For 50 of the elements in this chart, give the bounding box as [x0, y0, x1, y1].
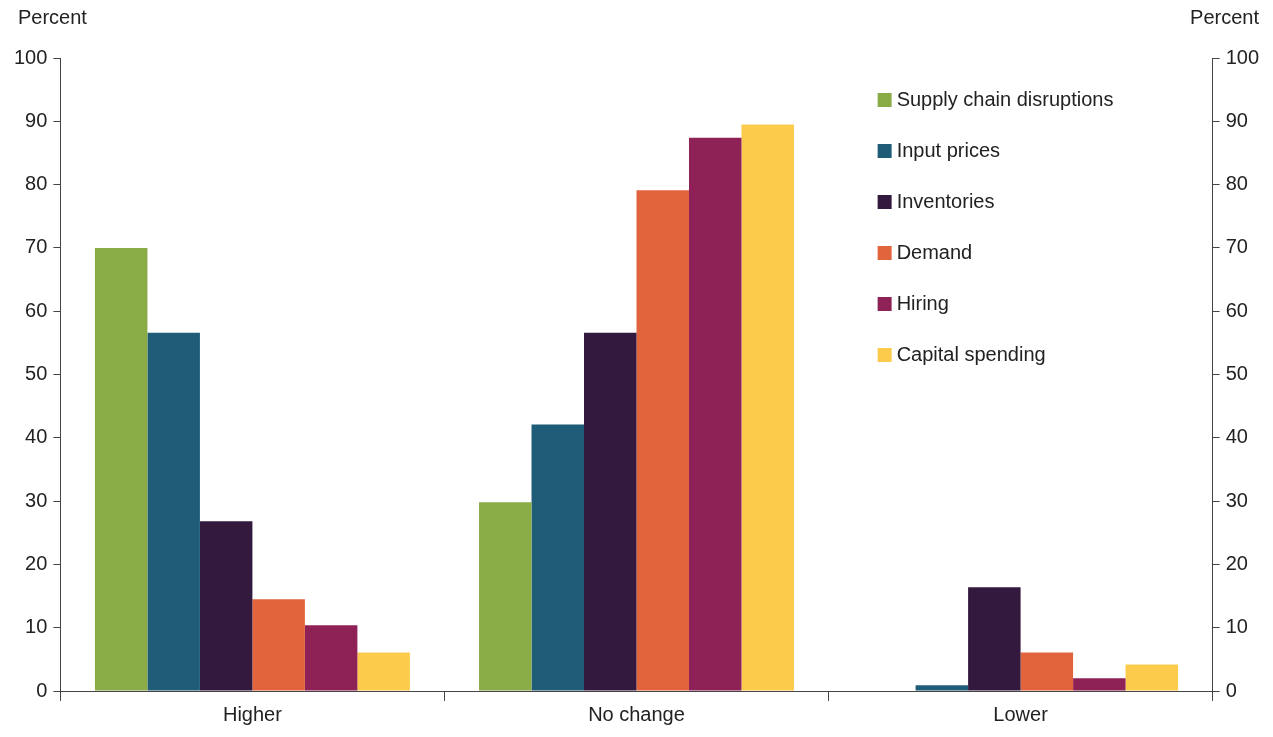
x-tick-label: Higher: [222, 702, 283, 725]
y2-tick-label: 0: [1225, 678, 1237, 701]
bar: [1073, 678, 1126, 691]
bar: [1020, 652, 1074, 691]
bar: [636, 190, 689, 691]
y2-tick-label: 80: [1225, 172, 1248, 195]
y2-tick-label: 50: [1225, 362, 1248, 385]
y-tick-label: 0: [36, 678, 48, 701]
y2-tick-label: 100: [1225, 45, 1260, 68]
bar: [531, 424, 585, 691]
y-tick-label: 90: [25, 108, 48, 131]
bar: [479, 502, 532, 691]
y-tick-label: 70: [25, 235, 48, 258]
bar: [252, 599, 305, 691]
legend-label: Capital spending: [896, 342, 1046, 365]
y2-tick-label: 20: [1225, 551, 1248, 574]
y2-tick-label: 30: [1225, 488, 1248, 511]
legend-label: Input prices: [896, 138, 1001, 161]
x-tick-label: No change: [588, 702, 685, 725]
bar: [1125, 664, 1179, 691]
y2-tick-label: 70: [1225, 235, 1248, 258]
bar: [94, 247, 148, 691]
y-tick-label: 40: [25, 425, 48, 448]
bar: [741, 124, 794, 691]
bar: [357, 652, 410, 691]
legend-label: Hiring: [896, 291, 949, 314]
legend-label: Inventories: [896, 189, 995, 212]
bar: [147, 332, 200, 691]
legend-label: Supply chain disruptions: [896, 87, 1114, 110]
y-axis-title: Percent: [18, 5, 88, 28]
y2-tick-label: 10: [1225, 615, 1248, 638]
y-tick-label: 80: [25, 172, 48, 195]
y2-tick-label: 90: [1225, 108, 1248, 131]
y-tick-label: 10: [25, 615, 48, 638]
x-tick-label: Lower: [993, 702, 1049, 725]
bar: [688, 137, 742, 691]
bar: [304, 625, 358, 691]
legend-label: Demand: [896, 240, 973, 263]
bar: [915, 685, 969, 691]
y-tick-label: 100: [13, 45, 48, 68]
bar: [968, 587, 1021, 691]
y-tick-label: 50: [25, 362, 48, 385]
y2-axis-title: Percent: [1190, 5, 1260, 28]
y-tick-label: 60: [25, 298, 48, 321]
bar: [199, 521, 253, 691]
y-tick-label: 20: [25, 551, 48, 574]
y2-tick-label: 60: [1225, 298, 1248, 321]
y-tick-label: 30: [25, 488, 48, 511]
y2-tick-label: 40: [1225, 425, 1248, 448]
bar: [584, 332, 637, 691]
